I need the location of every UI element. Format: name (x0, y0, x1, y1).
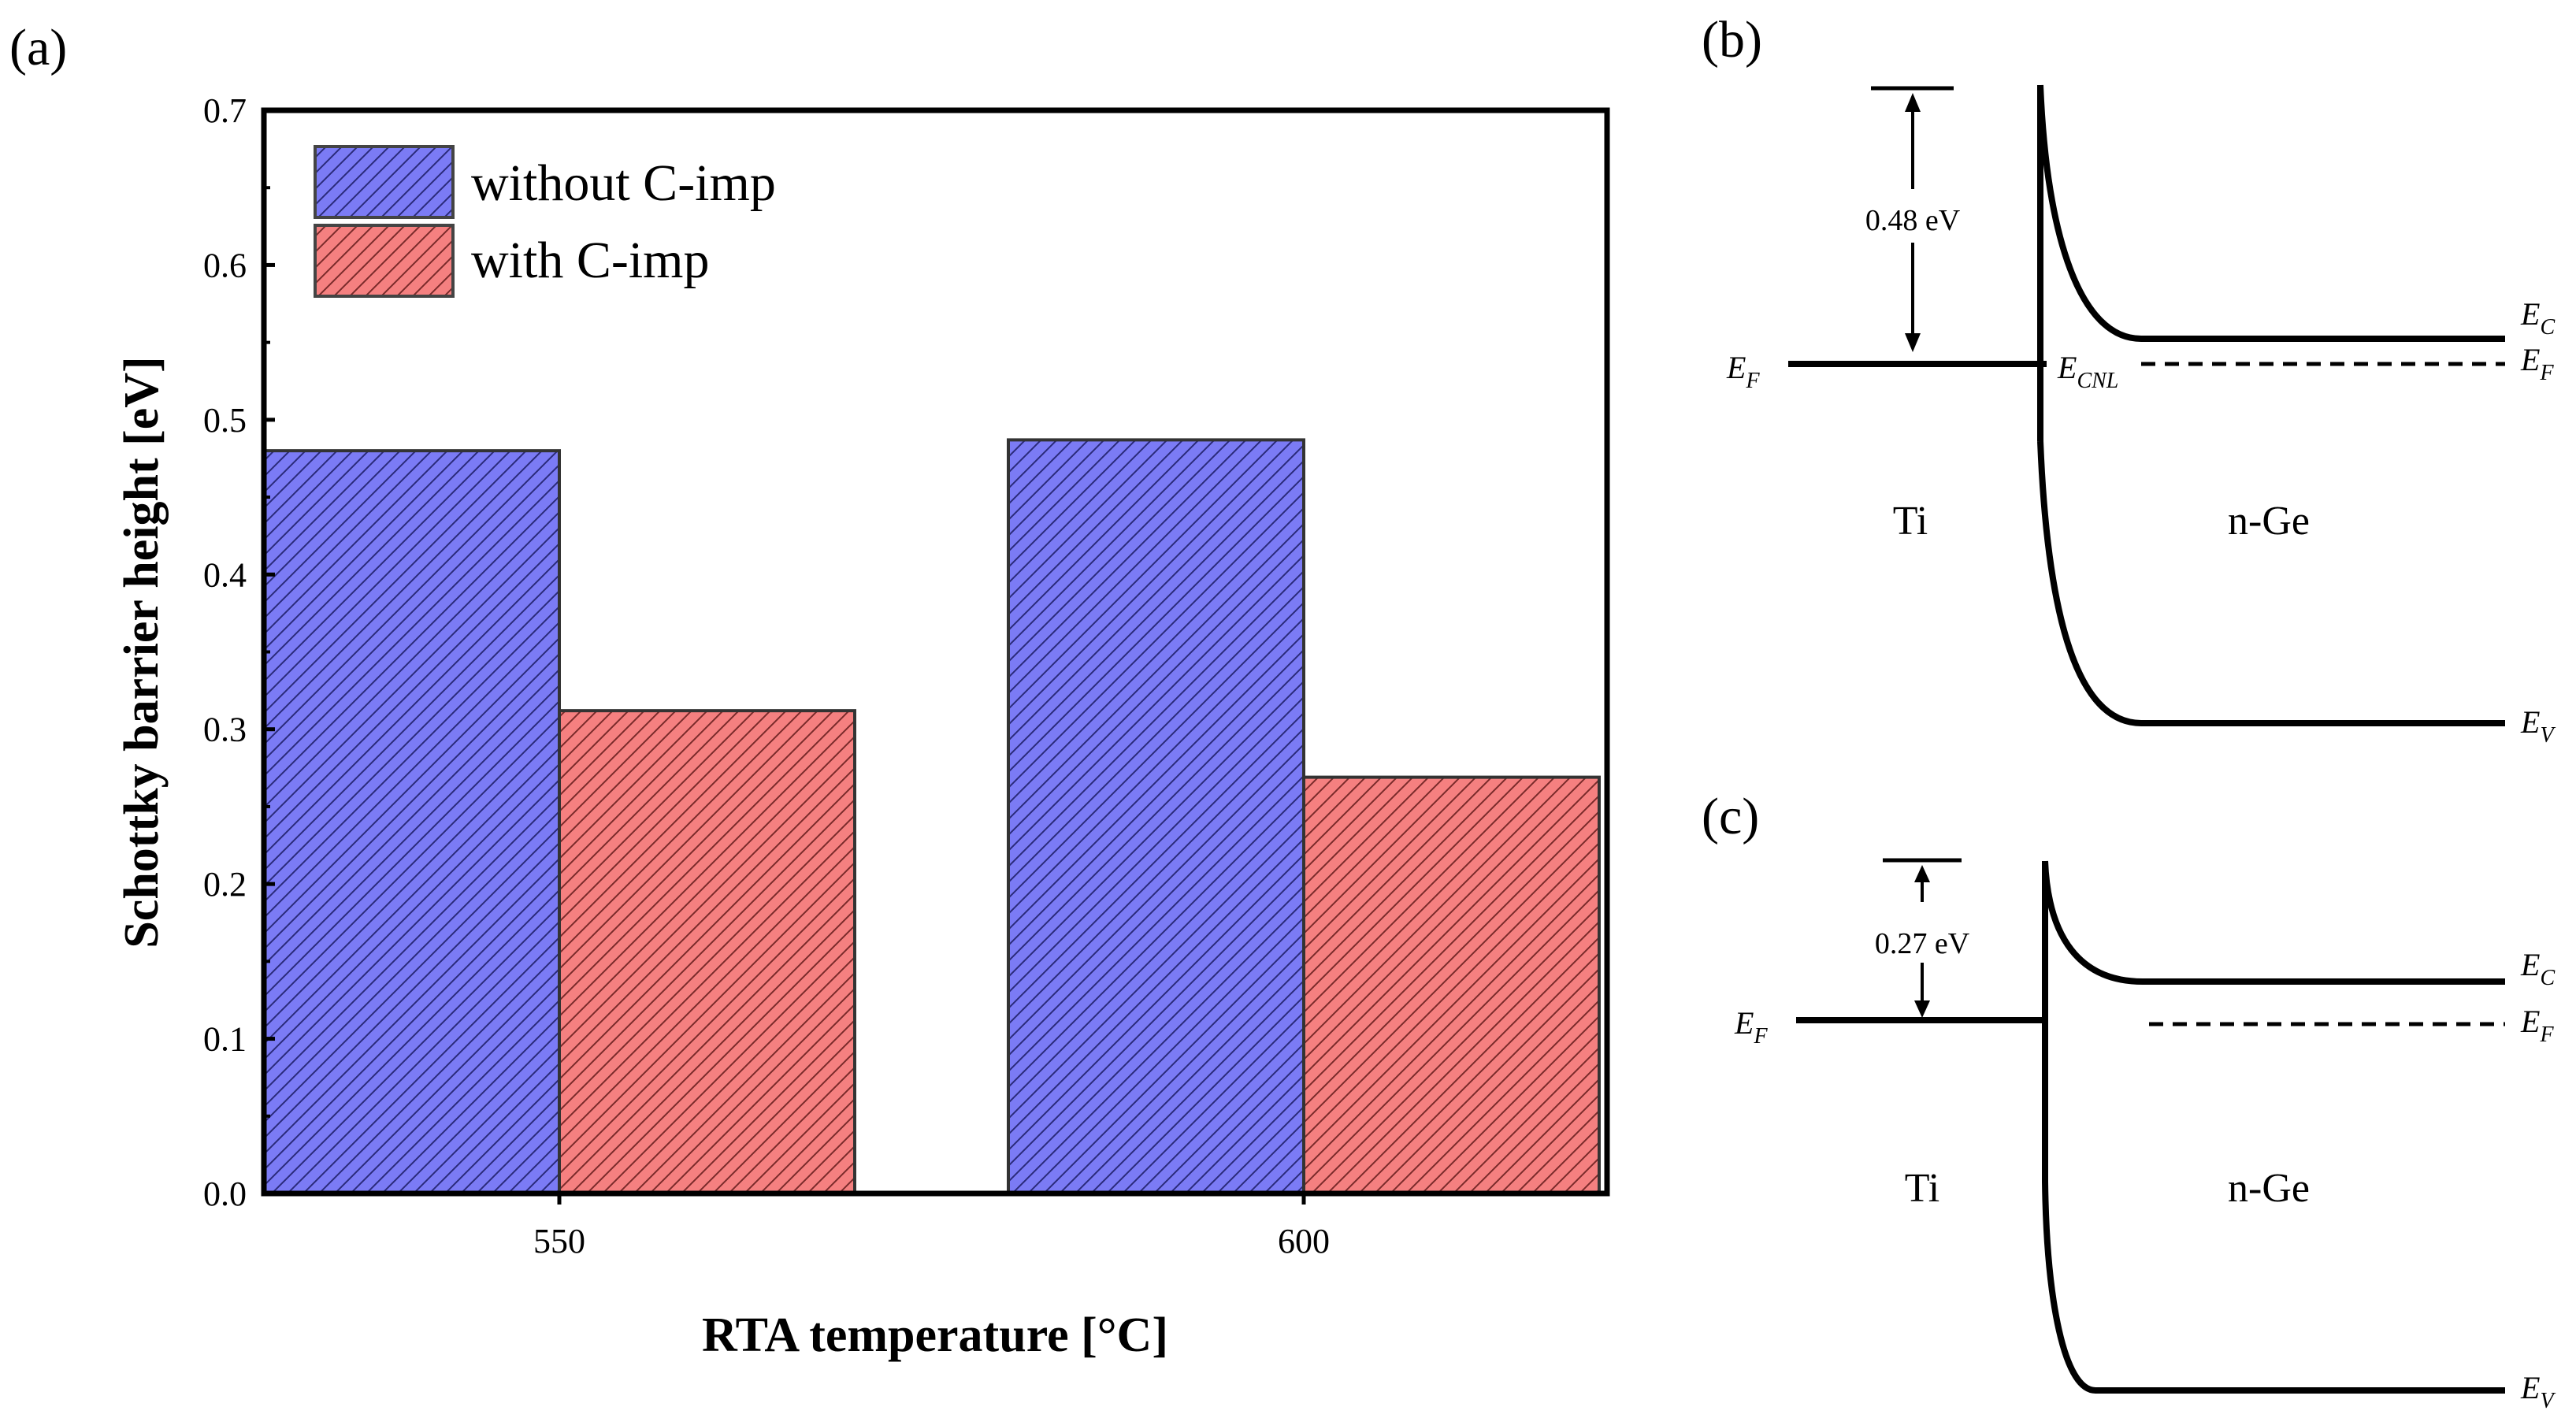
plot-frame (261, 107, 1610, 1197)
y-tick-label: 0.0 (203, 1175, 247, 1213)
valence-band (2037, 440, 2505, 726)
legend-label-without-c-imp: without C-imp (471, 154, 776, 212)
legend-label-with-c-imp: with C-imp (471, 232, 710, 289)
bar-without-c-imp-550 (262, 449, 561, 1195)
bar-with-c-imp-550 (558, 709, 856, 1195)
x-axis-ticks: 550 600 (533, 1193, 1330, 1260)
conduction-band (2042, 860, 2505, 985)
y-axis-title: Schottky barrier height [eV] (115, 356, 169, 948)
legend-swatch-without-c-imp (314, 145, 455, 219)
y-tick-label: 0.1 (203, 1020, 247, 1059)
x-tick-label: 600 (1278, 1222, 1330, 1260)
arrow-up-head (1914, 865, 1930, 882)
panel-b-label: (b) (1702, 11, 1762, 69)
arrow-up-head (1905, 93, 1921, 112)
legend-swatch-with-c-imp (314, 224, 455, 298)
bar-without-c-imp-600 (1007, 438, 1305, 1195)
ef-right-label: EF (2520, 1004, 2554, 1047)
bar-with-c-imp-600 (1302, 775, 1601, 1195)
y-axis-ticks: 0.0 0.1 0.2 0.3 0.4 0.5 0.6 0.7 (203, 91, 275, 1213)
ev-label: EV (2520, 1370, 2556, 1413)
arrow-down-head (1914, 1000, 1930, 1018)
ef-right-label: EF (2520, 342, 2554, 385)
y-tick-label: 0.4 (203, 555, 247, 594)
semiconductor-label: n-Ge (2228, 1166, 2310, 1211)
ef-left-label: EF (1734, 1005, 1768, 1049)
metal-label: Ti (1905, 1166, 1939, 1211)
barrier-height-label: 0.27 eV (1875, 927, 1970, 960)
cnl-label: ECNL (2057, 350, 2118, 393)
x-axis-title: RTA temperature [°C] (702, 1308, 1168, 1362)
valence-band (2042, 1181, 2505, 1394)
panel-c-label: (c) (1702, 788, 1759, 845)
y-tick-label: 0.7 (203, 91, 247, 130)
y-tick-label: 0.2 (203, 865, 247, 904)
y-tick-label: 0.6 (203, 246, 247, 284)
metal-label: Ti (1893, 499, 1928, 544)
band-diagram-b: (b) 0.48 eV EF ECNL EC EF EV Ti n-Ge (1702, 11, 2556, 748)
bar-group (262, 438, 1601, 1195)
legend: without C-imp with C-imp (314, 145, 776, 298)
barrier-height-label: 0.48 eV (1865, 204, 1961, 237)
ef-left-label: EF (1726, 350, 1760, 393)
ev-label: EV (2520, 704, 2556, 748)
band-diagram-c: (c) 0.27 eV EF EC EF EV Ti n-Ge (1702, 788, 2556, 1413)
y-tick-label: 0.5 (203, 401, 247, 440)
ec-label: EC (2520, 947, 2555, 990)
ec-label: EC (2520, 296, 2555, 340)
conduction-band (2037, 84, 2505, 342)
x-tick-label: 550 (533, 1222, 585, 1260)
panel-a-label: (a) (9, 19, 67, 76)
y-tick-label: 0.3 (203, 711, 247, 749)
arrow-down-head (1905, 333, 1921, 352)
semiconductor-label: n-Ge (2228, 499, 2310, 544)
